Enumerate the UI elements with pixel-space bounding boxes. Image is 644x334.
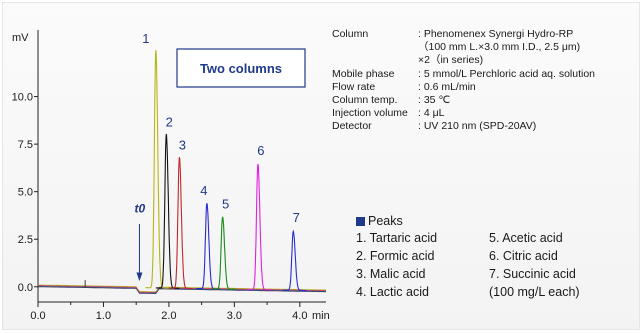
x-axis-label: min — [312, 310, 330, 322]
condition-value: : 0.6 mL/min — [418, 80, 476, 93]
y-tick-label: 5.0 — [18, 187, 33, 199]
condition-row: Column : Phenomenex Synergi Hydro-RP （10… — [332, 28, 595, 68]
y-tick-label: 2.5 — [18, 234, 33, 246]
peak-entry: 3. Malic acid — [356, 267, 426, 281]
condition-value: : 4 μL — [418, 107, 445, 120]
x-tick-label: 2.0 — [161, 310, 176, 322]
figure-panel — [2, 2, 640, 330]
condition-value: : 35 ℃ — [418, 94, 451, 107]
x-tick-label: 3.0 — [227, 310, 242, 322]
square-bullet-icon — [356, 216, 365, 226]
peak-trace — [145, 50, 169, 289]
peak-entry: 6. Citric acid — [489, 249, 558, 263]
condition-label: Mobile phase — [332, 67, 395, 80]
x-tick-label: 0.0 — [30, 310, 45, 322]
condition-label: Detector — [332, 120, 372, 133]
peak-entry: (100 mg/L each) — [489, 285, 580, 299]
peak-trace — [196, 203, 220, 290]
y-axis-label: mV — [12, 32, 29, 44]
peak-list-grid: 1. Tartaric acid 5. Acetic acid 2. Formi… — [356, 230, 609, 300]
peak-list: Peaks 1. Tartaric acid 5. Acetic acid 2.… — [356, 214, 609, 300]
peak-number-label: 7 — [293, 210, 300, 225]
peak-entry: 5. Acetic acid — [489, 231, 563, 245]
baseline-trace — [38, 284, 327, 293]
x-tick-label: 1.0 — [96, 310, 111, 322]
condition-row: Detector : UV 210 nm (SPD-20AV) — [332, 120, 595, 133]
peak-number-label: 1 — [142, 31, 149, 46]
peak-number-label: 6 — [257, 143, 264, 158]
peak-trace — [212, 216, 236, 290]
condition-row: Injection volume : 4 μL — [332, 107, 595, 120]
y-tick-label: 10.0 — [12, 92, 33, 104]
y-tick-label: 7.5 — [18, 139, 33, 151]
peak-number-label: 4 — [200, 183, 207, 198]
condition-label: Column — [332, 28, 369, 40]
analytical-conditions: Column : Phenomenex Synergi Hydro-RP （10… — [332, 28, 595, 134]
t0-label: t0 — [134, 202, 145, 216]
y-tick-label: 0.0 — [18, 282, 33, 294]
condition-row: Column temp. : 35 ℃ — [332, 94, 595, 107]
peak-trace — [155, 133, 180, 289]
condition-row: Flow rate : 0.6 mL/min — [332, 81, 595, 94]
condition-row: Mobile phase : 5 mmol/L Perchloric acid … — [332, 68, 595, 81]
peak-entry: 7. Succinic acid — [489, 267, 576, 281]
annotation-box — [176, 48, 306, 88]
condition-label: Flow rate — [332, 80, 376, 93]
x-tick-label: 4.0 — [292, 310, 307, 322]
peak-entry: 4. Lactic acid — [356, 285, 429, 299]
peak-entry: 1. Tartaric acid — [356, 231, 438, 245]
peak-trace — [282, 229, 307, 292]
condition-value: : Phenomenex Synergi Hydro-RP （100 mm L.… — [418, 28, 581, 67]
condition-value: : UV 210 nm (SPD-20AV) — [418, 120, 537, 133]
condition-label: Injection volume — [332, 107, 408, 120]
condition-label: Column temp. — [332, 94, 398, 107]
peak-trace — [247, 163, 271, 291]
peak-list-heading: Peaks — [368, 214, 403, 228]
t0-arrow-head — [136, 272, 143, 282]
peak-trace — [168, 157, 193, 290]
condition-value: : 5 mmol/L Perchloric acid aq. solution — [418, 67, 596, 80]
peak-number-label: 5 — [222, 197, 229, 212]
peak-entry: 2. Formic acid — [356, 249, 435, 263]
peak-list-title: Peaks — [356, 214, 609, 228]
annotation-box-label: Two columns — [200, 61, 282, 76]
peak-number-label: 3 — [179, 138, 186, 153]
peak-number-label: 2 — [166, 115, 173, 130]
